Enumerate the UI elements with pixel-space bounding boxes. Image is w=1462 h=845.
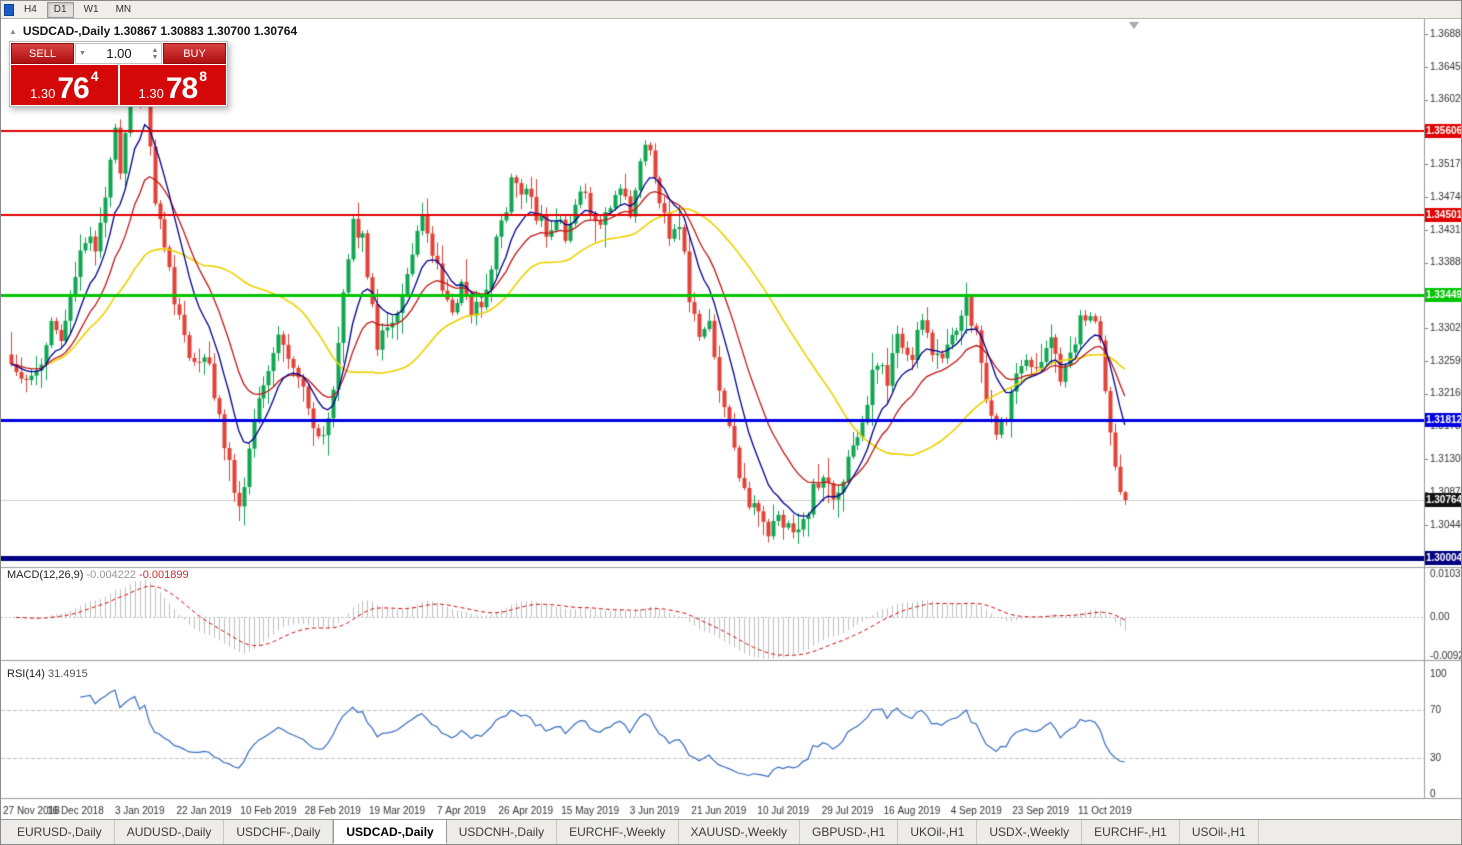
buy-price-pip: 8	[199, 68, 207, 84]
volume-dropdown-icon[interactable]: ▼	[79, 50, 86, 57]
chart-tab[interactable]: USDX-,Weekly	[977, 820, 1083, 844]
spinner-down-icon[interactable]: ▼	[151, 53, 159, 61]
chart-tab[interactable]: AUDUSD-,Daily	[115, 820, 225, 844]
rsi-name: RSI(14)	[7, 668, 45, 680]
sell-price-pip: 4	[90, 68, 99, 84]
rsi-indicator-label: RSI(14) 31.4915	[7, 668, 88, 680]
chart-tab[interactable]: EURUSD-,Daily	[5, 820, 115, 844]
spinner-up-icon[interactable]: ▲	[151, 46, 159, 54]
chart-tab[interactable]: XAUUSD-,Weekly	[679, 820, 800, 844]
chart-tabs-bar: EURUSD-,Daily AUDUSD-,Daily USDCHF-,Daily U…	[1, 819, 1461, 844]
chart-title-bar: ▲ USDCAD-,Daily 1.30867 1.30883 1.30700 …	[9, 24, 297, 38]
chart-tab[interactable]: USDCHF-,Daily	[224, 820, 334, 844]
macd-main-value: -0.004222	[86, 569, 137, 581]
chart-tab[interactable]: USOil-,H1	[1180, 820, 1259, 844]
macd-name: MACD(12,26,9)	[7, 569, 84, 581]
sell-button[interactable]: SELL	[11, 43, 74, 64]
macd-indicator-label: MACD(12,26,9) -0.004222 -0.001899	[7, 569, 189, 581]
chart-tab[interactable]: USDCNH-,Daily	[447, 820, 558, 844]
macd-signal-value: -0.001899	[139, 569, 189, 581]
one-click-collapse-icon[interactable]: ▲	[9, 26, 17, 36]
volume-stepper[interactable]: ▼ ▲▼	[75, 43, 162, 64]
chart-tab[interactable]: EURCHF-,Weekly	[557, 820, 679, 844]
volume-input[interactable]	[89, 46, 149, 61]
timeframe-w1-button[interactable]: W1	[77, 2, 106, 18]
chart-tab-active[interactable]: USDCAD-,Daily	[333, 819, 447, 844]
sell-price-prefix: 1.30	[30, 86, 56, 101]
buy-button[interactable]: BUY	[163, 43, 226, 64]
timeframe-mn-button[interactable]: MN	[109, 2, 139, 18]
chart-tab[interactable]: UKOil-,H1	[898, 820, 978, 844]
timeframe-toolbar: H4 D1 W1 MN	[1, 1, 1461, 19]
window-icon	[4, 3, 14, 16]
volume-spinner[interactable]: ▲ ▼	[149, 47, 161, 61]
timeframe-d1-button[interactable]: D1	[46, 1, 74, 18]
buy-price-big: 78	[165, 72, 198, 105]
buy-price-prefix: 1.30	[138, 86, 164, 101]
sell-price-button[interactable]: 1.30 76 4	[11, 65, 118, 105]
rsi-value: 31.4915	[47, 668, 88, 680]
chart-tab[interactable]: EURCHF-,H1	[1082, 820, 1180, 844]
price-chart-canvas[interactable]	[1, 19, 1461, 821]
chart-tab[interactable]: GBPUSD-,H1	[800, 820, 899, 844]
chart-title: USDCAD-,Daily 1.30867 1.30883 1.30700 1.…	[22, 24, 298, 38]
buy-price-button[interactable]: 1.30 78 8	[119, 65, 226, 105]
sell-price-big: 76	[57, 72, 89, 105]
timeframe-h4-button[interactable]: H4	[17, 2, 44, 18]
